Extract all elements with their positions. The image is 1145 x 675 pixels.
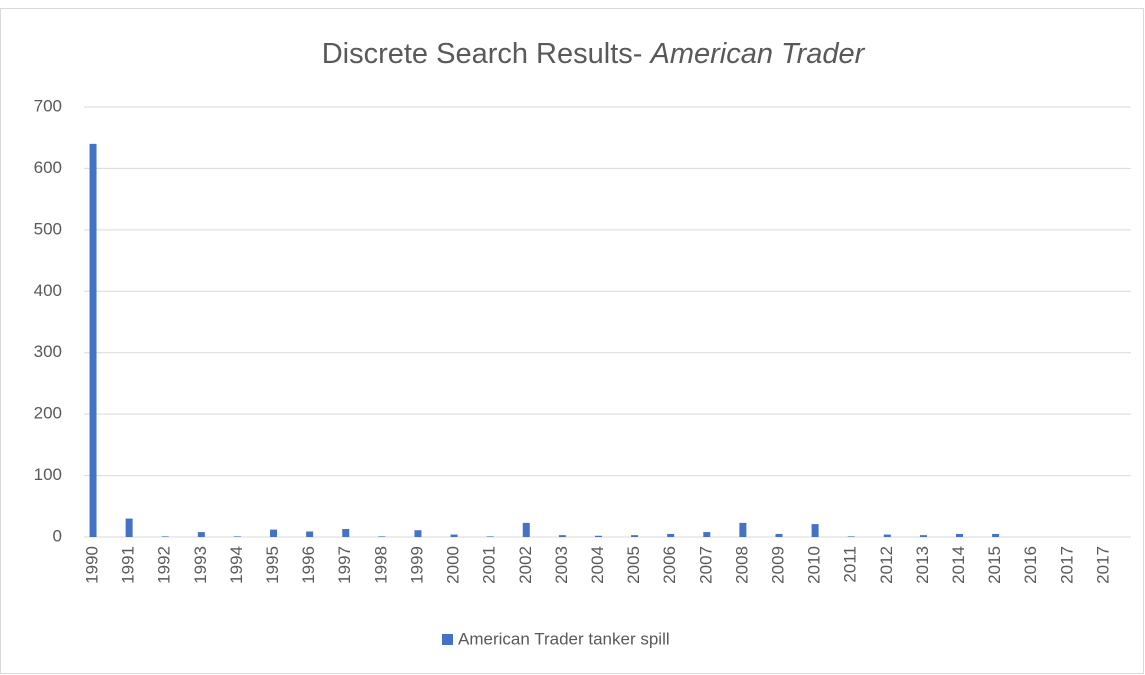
x-tick-label: 2006 [660,546,679,584]
x-tick-label: 1995 [263,546,282,584]
bar [522,522,530,537]
bar [342,529,350,537]
x-tick-label: 1990 [83,546,102,584]
bar [919,535,927,537]
bar [703,532,711,537]
x-tick-label: 2000 [444,546,463,584]
x-tick-label: 1998 [371,546,390,584]
bar [89,143,97,537]
bar [594,535,602,537]
y-tick-label: 700 [34,96,62,115]
bar [992,533,1000,537]
bar [125,518,133,537]
x-tick-label: 2002 [516,546,535,584]
x-tick-label: 1991 [119,546,138,584]
x-tick-label: 2017 [1093,546,1112,584]
bar [197,532,205,537]
x-tick-label: 1993 [191,546,210,584]
bar [775,533,783,537]
bar [270,529,278,537]
chart-border [0,8,1144,674]
y-tick-label: 0 [53,526,62,545]
bar [378,536,386,537]
x-tick-label: 2007 [696,546,715,584]
title-text: Discrete Search Results- [322,38,651,70]
bar [558,535,566,537]
x-tick-label: 2014 [949,546,968,584]
y-tick-label: 200 [34,404,62,423]
x-tick-label: 2012 [877,546,896,584]
bar [847,536,855,537]
bar [233,536,241,537]
x-tick-label: 2010 [805,546,824,584]
x-tick-label: 2001 [480,546,499,584]
y-tick-label: 400 [34,281,62,300]
x-tick-label: 2004 [588,546,607,584]
chart-title: Discrete Search Results- American Trader [322,38,866,70]
bar [883,534,891,537]
y-tick-label: 600 [34,158,62,177]
x-tick-label: 2008 [732,546,751,584]
x-tick-label: 2013 [913,546,932,584]
x-tick-label: 2005 [624,546,643,584]
bar [161,536,169,537]
x-tick-label: 1999 [407,546,426,584]
legend-swatch [442,634,453,645]
x-tick-label: 2011 [841,546,860,583]
bar [450,534,458,537]
x-tick-label: 2003 [552,546,571,584]
y-tick-label: 300 [34,342,62,361]
bar [667,533,675,537]
x-tick-label: 1992 [155,546,174,584]
y-tick-label: 100 [34,465,62,484]
x-tick-label: 1997 [335,546,354,584]
x-tick-label: 1996 [299,546,318,584]
bar [306,531,314,537]
bar [811,524,819,537]
bar [956,533,964,537]
bar [631,535,639,537]
bar [414,530,422,537]
x-tick-label: 2017 [1057,546,1076,584]
bar [486,536,494,537]
x-tick-label: 2016 [1021,546,1040,584]
legend-label: American Trader tanker spill [458,629,670,648]
x-tick-label: 1994 [227,546,246,584]
x-tick-label: 2015 [985,546,1004,584]
x-tick-label: 2009 [768,546,787,584]
y-tick-label: 500 [34,219,62,238]
bar [739,522,747,537]
title-emphasis: American Trader [648,38,865,70]
